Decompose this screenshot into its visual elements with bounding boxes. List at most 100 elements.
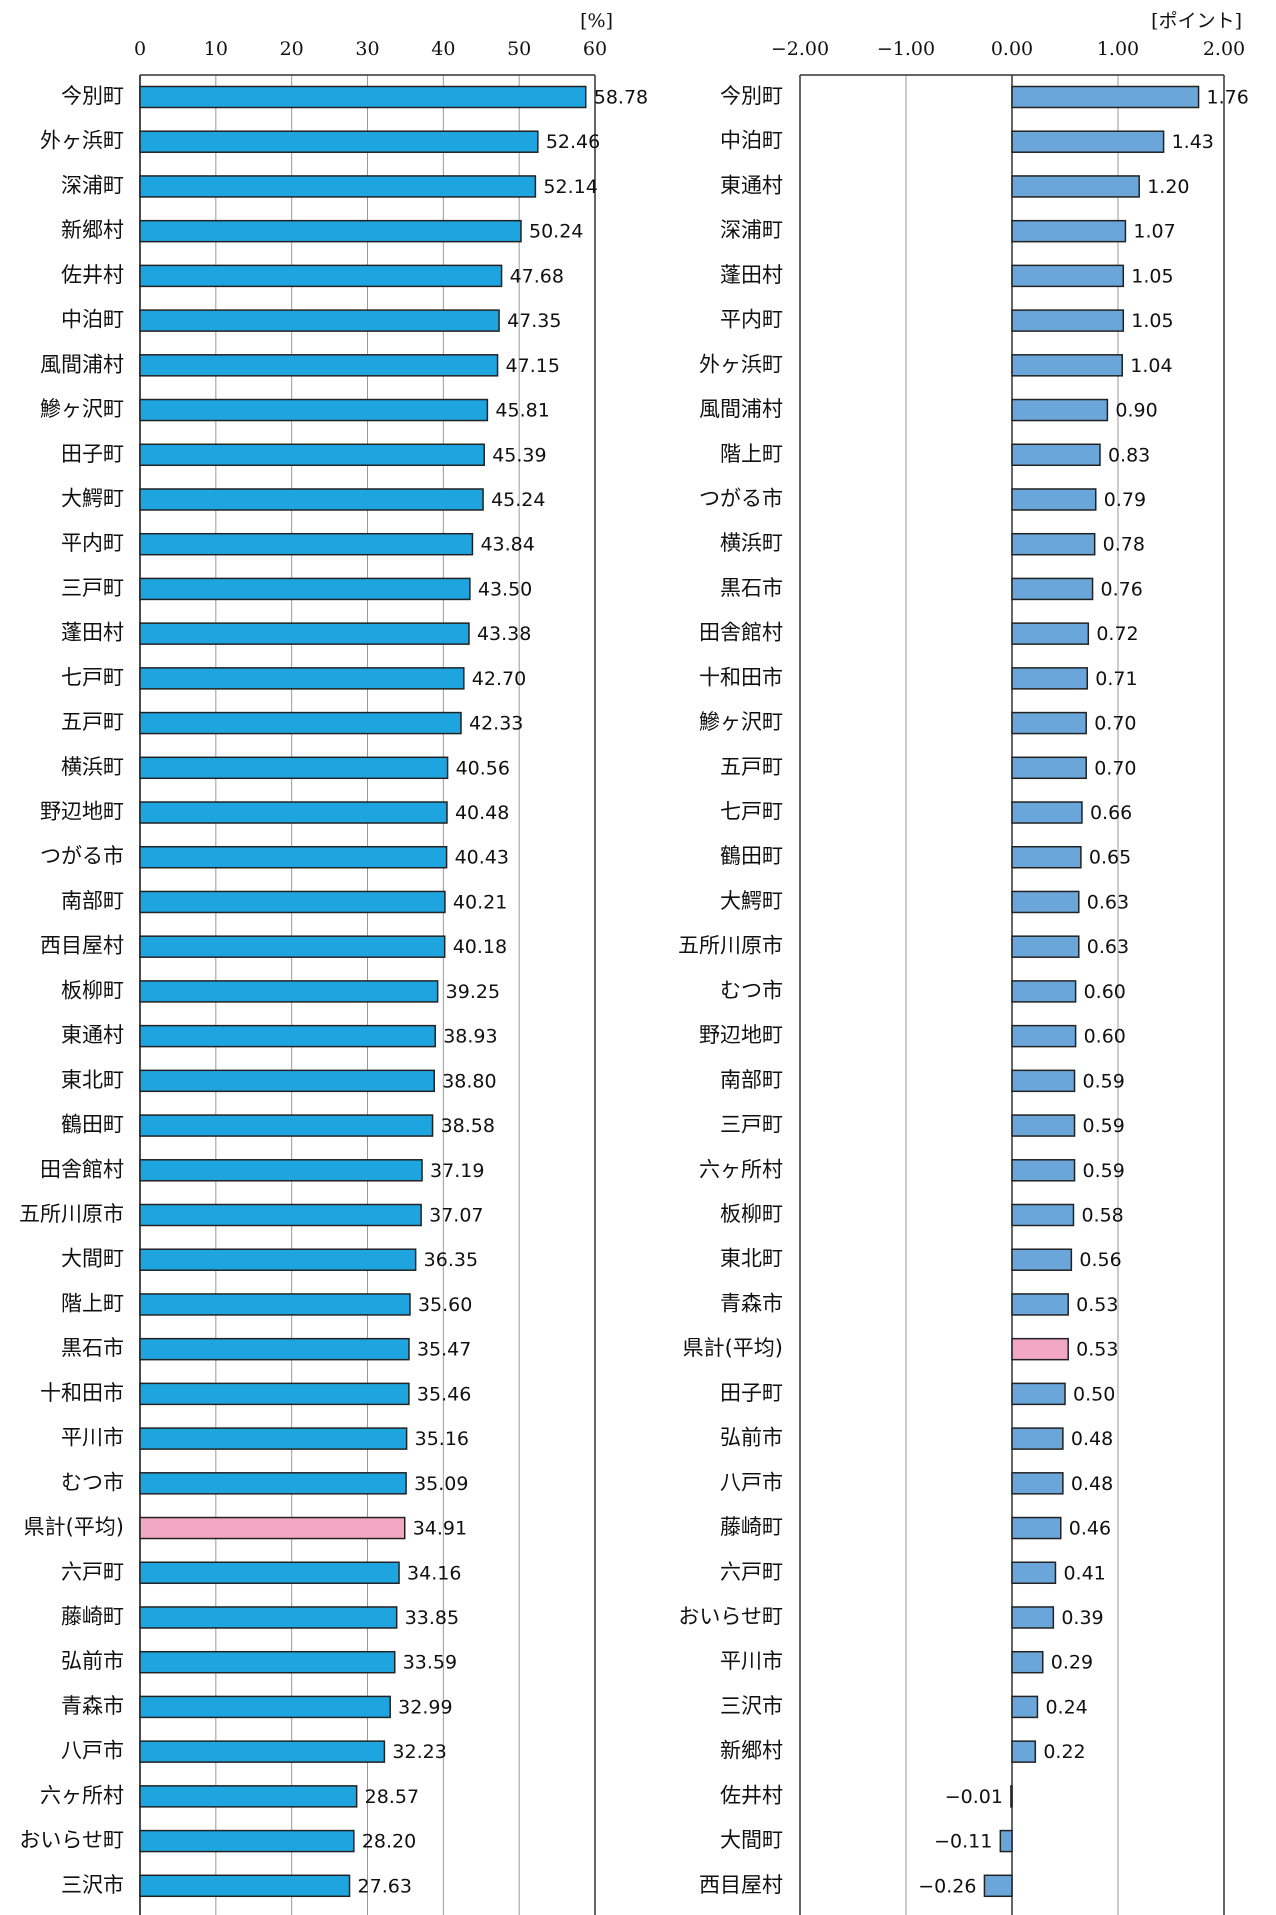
category-label: 六戸町 xyxy=(61,1560,124,1584)
value-label: 35.09 xyxy=(414,1473,468,1495)
value-label: 0.79 xyxy=(1104,489,1146,511)
category-label: 八戸市 xyxy=(61,1739,124,1763)
bar xyxy=(139,1516,406,1540)
bar xyxy=(1011,398,1109,422)
x-tick-label: 10 xyxy=(204,38,228,60)
value-label: 43.38 xyxy=(477,623,531,645)
bar xyxy=(1011,309,1125,332)
category-label: 大間町 xyxy=(61,1247,124,1271)
bar xyxy=(1011,1472,1064,1495)
bar xyxy=(1011,264,1125,288)
category-label: 七戸町 xyxy=(720,800,783,824)
value-label: 1.20 xyxy=(1147,176,1189,198)
value-label: 52.46 xyxy=(546,131,600,153)
value-label: 0.78 xyxy=(1103,534,1145,556)
category-label: むつ市 xyxy=(720,978,783,1002)
category-label: 青森市 xyxy=(720,1291,783,1315)
bar xyxy=(1011,1114,1076,1137)
value-label: 0.72 xyxy=(1096,623,1138,645)
bar xyxy=(1011,801,1083,824)
bar xyxy=(139,1382,410,1406)
bar xyxy=(139,801,448,824)
value-label: 0.50 xyxy=(1073,1383,1115,1405)
value-label: 0.53 xyxy=(1076,1339,1118,1361)
x-tick-label: −1.00 xyxy=(877,38,935,60)
category-label: 藤崎町 xyxy=(720,1515,783,1539)
category-label: 蓬田村 xyxy=(720,263,783,287)
bar xyxy=(139,130,539,153)
bar xyxy=(1011,488,1097,511)
x-tick-label: 40 xyxy=(431,38,455,60)
bar xyxy=(139,622,470,645)
category-label: 大間町 xyxy=(720,1828,783,1852)
value-label: 28.57 xyxy=(365,1786,419,1808)
bar xyxy=(139,1069,435,1093)
bar xyxy=(139,935,446,958)
category-label: 東北町 xyxy=(720,1247,783,1271)
category-label: 田子町 xyxy=(720,1381,783,1405)
bar xyxy=(139,667,465,690)
bar xyxy=(139,1472,407,1495)
value-label: 45.81 xyxy=(495,400,549,422)
bar xyxy=(1011,890,1080,914)
bar xyxy=(1011,1159,1076,1182)
x-tick-label: 0 xyxy=(134,38,146,60)
bar xyxy=(1011,1561,1057,1585)
category-label: 南部町 xyxy=(720,1068,783,1092)
value-label: 0.48 xyxy=(1071,1428,1113,1450)
bar xyxy=(1011,1337,1069,1361)
bar xyxy=(1011,443,1101,467)
value-label: 0.83 xyxy=(1108,444,1150,466)
value-label: 36.35 xyxy=(424,1249,478,1271)
category-label: 横浜町 xyxy=(61,755,124,779)
value-label: 35.60 xyxy=(418,1294,472,1316)
value-label: 1.76 xyxy=(1207,87,1249,109)
value-label: 0.22 xyxy=(1043,1741,1085,1763)
category-label: 平川市 xyxy=(720,1649,783,1673)
bar xyxy=(139,1024,436,1048)
category-label: つがる市 xyxy=(40,844,124,868)
category-label: 七戸町 xyxy=(61,665,124,689)
bar xyxy=(139,980,439,1003)
value-label: 35.16 xyxy=(415,1428,469,1450)
category-label: 風間浦村 xyxy=(699,397,783,421)
value-label: 0.76 xyxy=(1101,578,1143,600)
value-label: 0.66 xyxy=(1090,802,1132,824)
category-label: 横浜町 xyxy=(720,531,783,555)
bar xyxy=(139,398,489,422)
value-label: 47.15 xyxy=(506,355,560,377)
category-label: 外ヶ浜町 xyxy=(699,352,783,376)
value-label: 1.07 xyxy=(1133,221,1175,243)
value-label: 0.56 xyxy=(1079,1249,1121,1271)
category-label: 鰺ヶ沢町 xyxy=(40,397,124,421)
category-label: 六ヶ所村 xyxy=(40,1783,124,1807)
bar xyxy=(1011,532,1096,556)
bar xyxy=(139,577,471,601)
value-label: 43.84 xyxy=(480,534,534,556)
bar xyxy=(1011,85,1200,109)
value-label: 0.70 xyxy=(1094,757,1136,779)
category-label: 藤崎町 xyxy=(61,1604,124,1628)
bar xyxy=(139,1203,422,1227)
value-label: 0.65 xyxy=(1089,847,1131,869)
category-label: 黒石市 xyxy=(720,576,783,600)
bar xyxy=(1011,1695,1039,1719)
category-label: 五戸町 xyxy=(720,755,783,779)
bar xyxy=(1011,1069,1076,1093)
category-label: 新郷村 xyxy=(61,218,124,242)
category-label: おいらせ町 xyxy=(678,1604,783,1628)
category-label: 深浦町 xyxy=(61,173,124,197)
bar xyxy=(139,1606,398,1629)
x-tick-label: 30 xyxy=(355,38,379,60)
value-label: 33.59 xyxy=(403,1652,457,1674)
category-label: 外ヶ浜町 xyxy=(40,129,124,153)
value-label: 40.43 xyxy=(455,847,509,869)
category-label: 県計(平均) xyxy=(683,1336,783,1360)
category-label: 階上町 xyxy=(720,442,783,466)
category-label: 佐井村 xyxy=(720,1783,783,1807)
value-label: 47.68 xyxy=(510,265,564,287)
x-tick-label: 50 xyxy=(507,38,531,60)
bar xyxy=(1011,1293,1069,1316)
bar xyxy=(1011,980,1077,1003)
